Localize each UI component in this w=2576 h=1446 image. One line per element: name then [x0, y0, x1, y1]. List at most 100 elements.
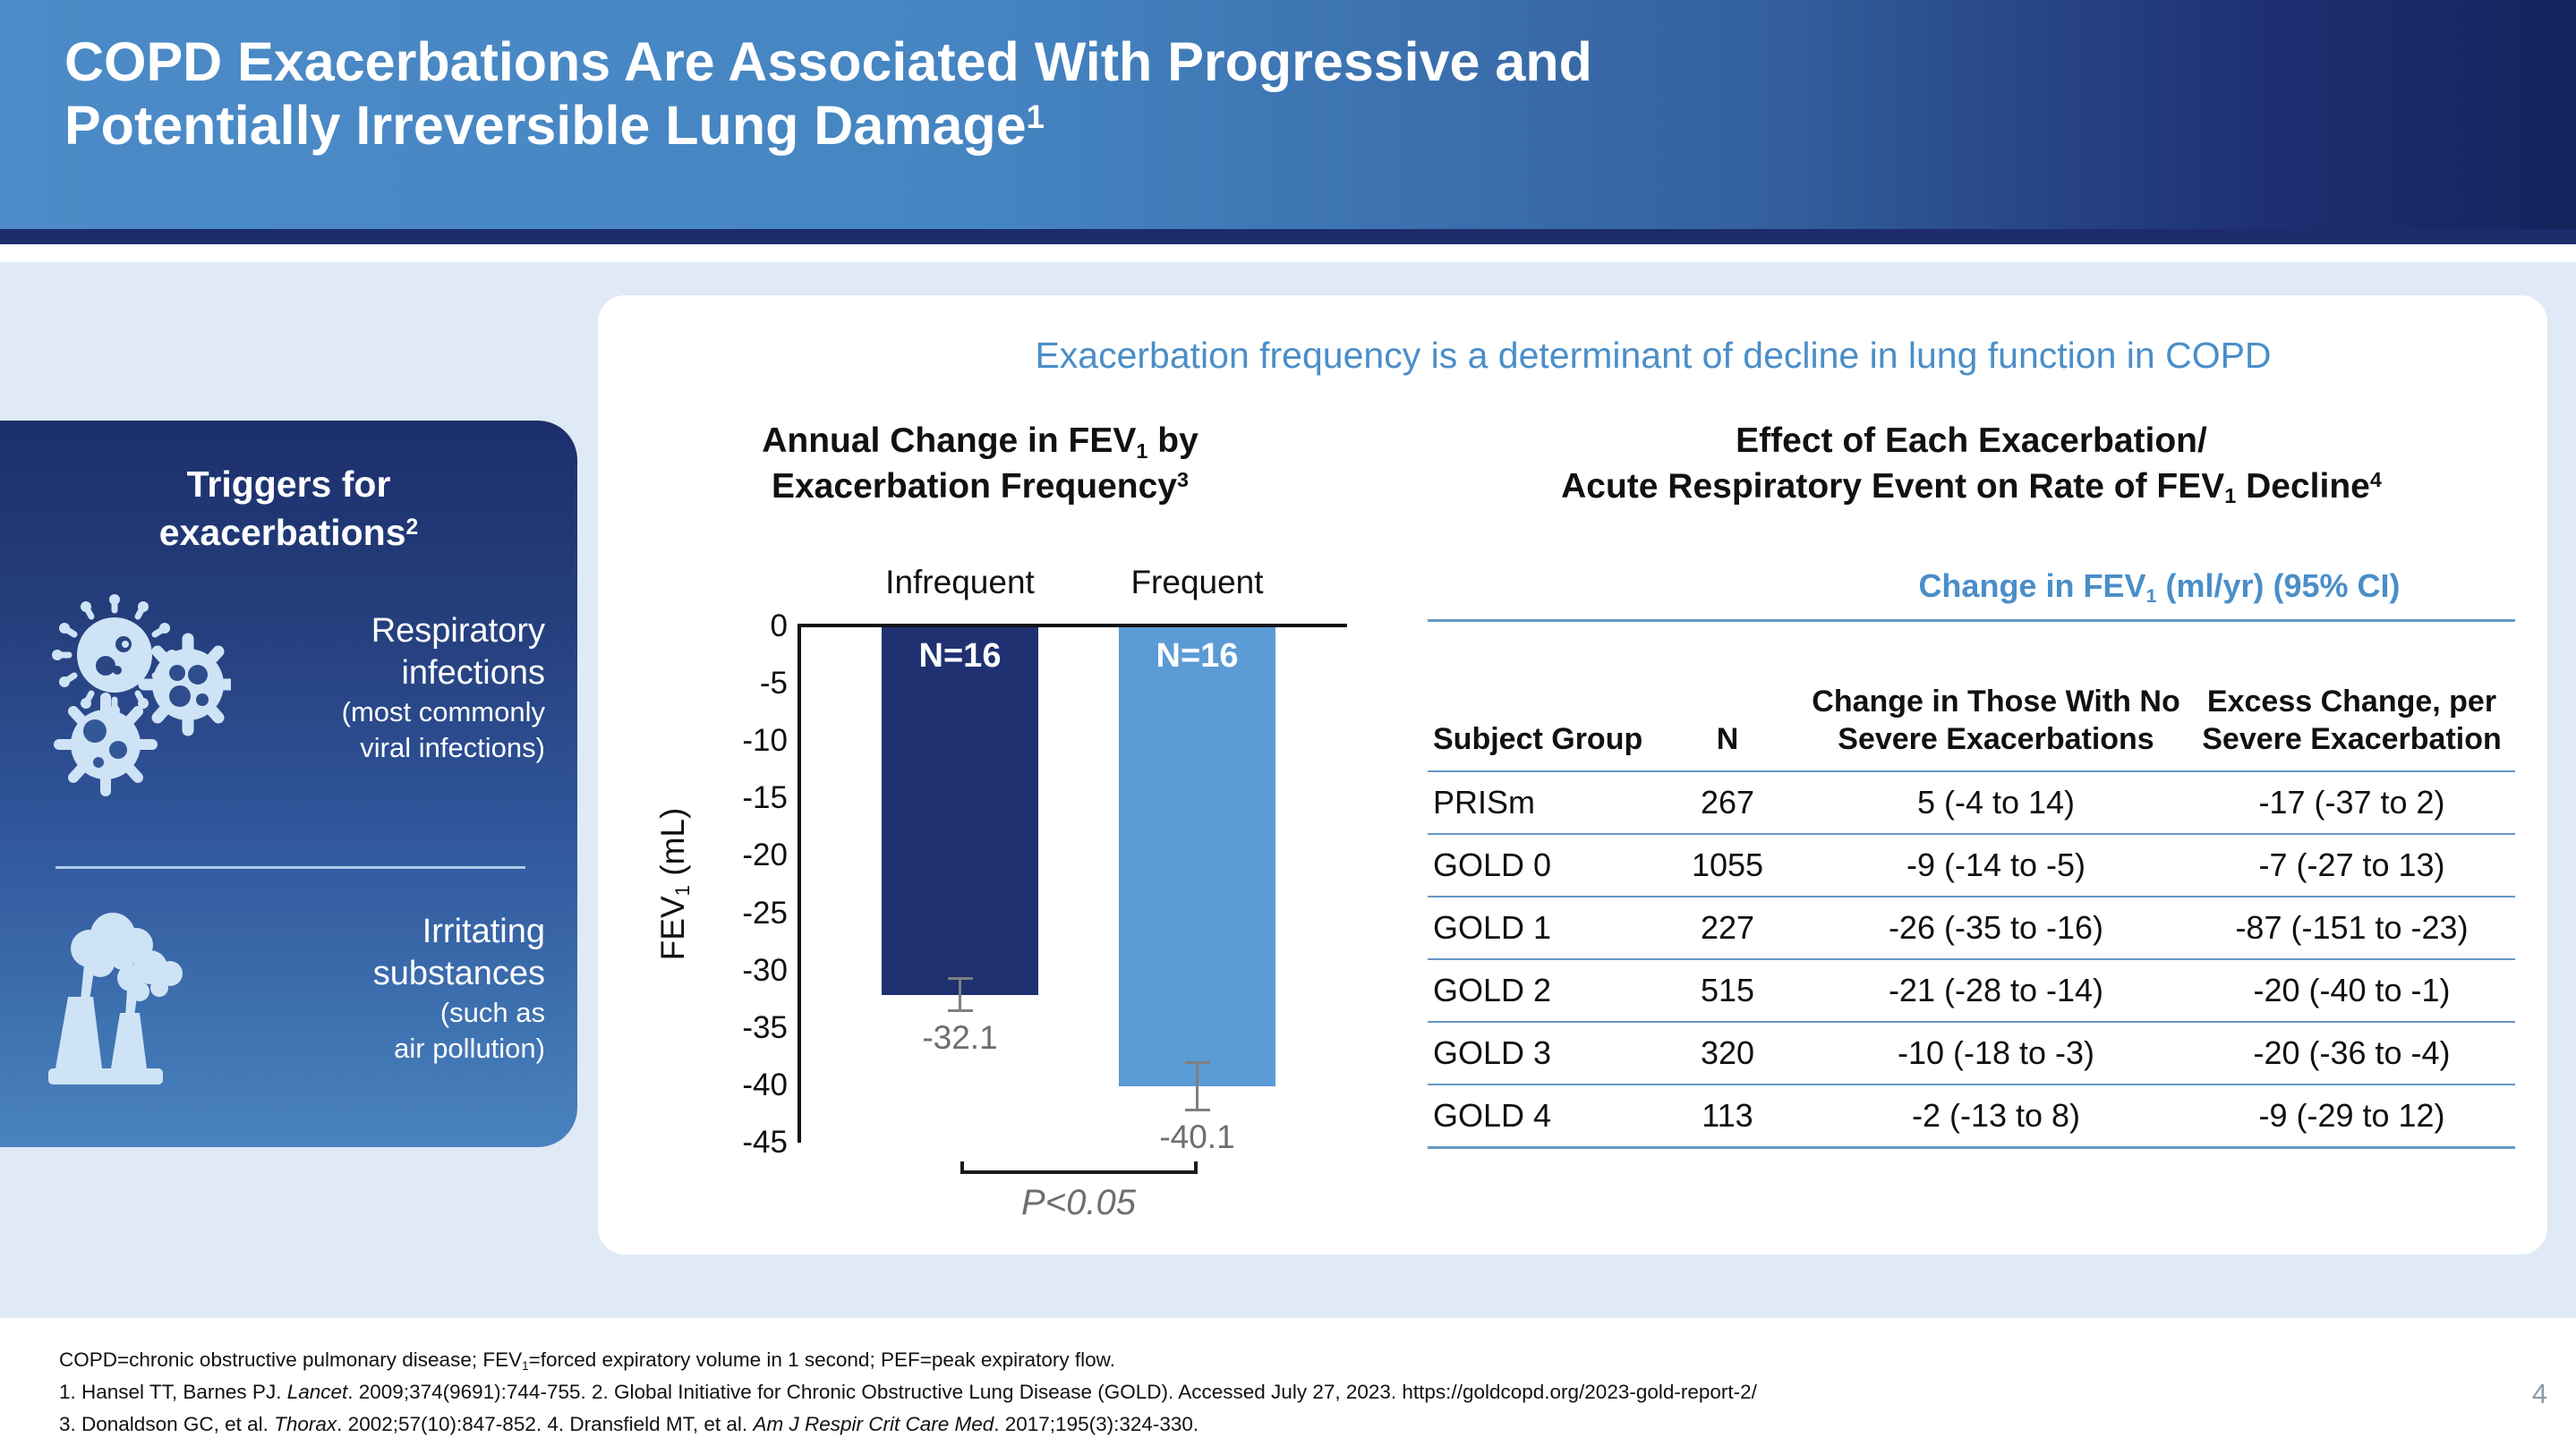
- chart-title-line1: Annual Change in FEV1 by: [762, 421, 1198, 463]
- slide-title: COPD Exacerbations Are Associated With P…: [0, 0, 2576, 158]
- chart-bar: [882, 627, 1038, 995]
- footnote-line: 1. Hansel TT, Barnes PJ. Lancet. 2009;37…: [59, 1381, 1757, 1403]
- table-cell: GOLD 2: [1433, 972, 1552, 1008]
- table-cell: GOLD 0: [1433, 846, 1552, 883]
- table-cell: -2 (-13 to 8): [1911, 1097, 2081, 1134]
- triggers-panel: Triggers for exacerbations2: [0, 421, 577, 1147]
- table-cell: -21 (-28 to -14): [1888, 972, 2104, 1008]
- table-cell: -20 (-36 to -4): [2253, 1034, 2451, 1071]
- table-cell: 227: [1700, 909, 1755, 946]
- trigger-item-sublabel: (such as: [439, 997, 545, 1029]
- table-row: GOLD 2 515 -21 (-28 to -14) -20 (-40 to -1): [1428, 958, 2515, 1021]
- table-cell: GOLD 4: [1433, 1097, 1552, 1134]
- table-title: Effect of Each Exacerbation/ Acute Respi…: [1428, 419, 2515, 509]
- trigger-item-sublabel: (most commonly: [341, 696, 545, 728]
- y-tick-label: -40: [742, 1067, 788, 1102]
- header-accent-bar: [0, 229, 2576, 244]
- table-cell: 113: [1702, 1097, 1753, 1134]
- header-banner: COPD Exacerbations Are Associated With P…: [0, 0, 2576, 229]
- table-subheader: Change in FEV1 (ml/yr) (95% CI): [1918, 567, 2401, 608]
- y-tick-label: -25: [742, 895, 788, 931]
- table-cell: -87 (-151 to -23): [2235, 909, 2469, 946]
- triggers-heading-line2: exacerbations2: [158, 512, 419, 554]
- table-row: PRISm 267 5 (-4 to 14) -17 (-37 to 2): [1428, 770, 2515, 833]
- y-tick-label: -30: [742, 952, 788, 988]
- trigger-item-label: infections: [401, 654, 545, 693]
- footnote-line: COPD=chronic obstructive pulmonary disea…: [59, 1348, 1115, 1373]
- table-cell: 320: [1700, 1034, 1755, 1071]
- trigger-item-label: Irritating: [422, 913, 545, 950]
- table-cell: 5 (-4 to 14): [1916, 784, 2076, 821]
- chart-bar: [1119, 627, 1275, 1087]
- y-axis-line: [798, 626, 801, 1143]
- error-bar-cap: [1184, 1060, 1210, 1064]
- trigger-item-label: Respiratory: [371, 612, 545, 650]
- trigger-item-sublabel: viral infections): [360, 731, 545, 763]
- significance-bracket: [960, 1161, 1198, 1174]
- trigger-item-sublabel: air pollution): [394, 1032, 545, 1064]
- category-label: Frequent: [1130, 564, 1264, 600]
- trigger-item-respiratory: Respiratory infections (most commonly vi…: [342, 610, 545, 766]
- table-cell: -17 (-37 to 2): [2258, 784, 2445, 821]
- chart-title: Annual Change in FEV1 by Exacerbation Fr…: [685, 419, 1275, 509]
- table-cell: -7 (-27 to 13): [2258, 846, 2445, 883]
- table-title-line2: Acute Respiratory Event on Rate of FEV1 …: [1561, 466, 2382, 508]
- bar-n-label: N=16: [918, 637, 1002, 675]
- table-cell: 267: [1700, 784, 1755, 821]
- card-headline: Exacerbation frequency is a determinant …: [1035, 335, 2272, 376]
- slide-title-line2: Potentially Irreversible Lung Damage1: [64, 95, 1045, 157]
- panel-divider: [55, 866, 525, 869]
- table-title-line1: Effect of Each Exacerbation/: [1736, 421, 2207, 460]
- error-bar-cap: [947, 1008, 973, 1012]
- table-cell: 515: [1700, 972, 1755, 1008]
- y-tick-label: -10: [742, 723, 788, 759]
- table-column-header: Subject Group: [1433, 721, 1643, 756]
- table-row: GOLD 4 113 -2 (-13 to 8) -9 (-29 to 12): [1428, 1084, 2515, 1146]
- y-tick-label: -15: [742, 780, 788, 816]
- bar-n-label: N=16: [1156, 637, 1239, 675]
- footnote-line: 3. Donaldson GC, et al. Thorax. 2002;57(…: [59, 1413, 1199, 1435]
- table-row: GOLD 3 320 -10 (-18 to -3) -20 (-36 to -4): [1428, 1021, 2515, 1084]
- content-card: Exacerbation frequency is a determinant …: [598, 295, 2547, 1255]
- y-tick-label: -35: [742, 1009, 788, 1045]
- zero-axis-line: [798, 624, 1347, 627]
- triggers-heading: Triggers for exacerbations2: [0, 460, 577, 557]
- error-bar-cap: [1184, 1109, 1210, 1112]
- footnotes: COPD=chronic obstructive pulmonary disea…: [59, 1344, 2297, 1441]
- table-cell: -9 (-14 to -5): [1906, 846, 2086, 883]
- fev1-decline-table: Subject Group N Change in Those With No Se…: [1428, 619, 2515, 1149]
- y-tick-label: 0: [770, 608, 788, 643]
- bar-value-label: -40.1: [1159, 1119, 1235, 1156]
- table-cell: -20 (-40 to -1): [2253, 972, 2451, 1008]
- table-cell: PRISm: [1433, 784, 1536, 821]
- trigger-item-label: substances: [372, 955, 545, 993]
- error-bar-line: [1196, 1060, 1198, 1112]
- trigger-item-irritating: Irritating substances (such as air pollu…: [373, 911, 545, 1067]
- table-row: GOLD 1 227 -26 (-35 to -16) -87 (-151 to -2…: [1428, 896, 2515, 958]
- triggers-heading-line1: Triggers for: [186, 464, 391, 505]
- table-cell: -10 (-18 to -3): [1897, 1034, 2095, 1071]
- virus-cluster-icon: [52, 594, 231, 796]
- category-label: Infrequent: [885, 564, 1035, 600]
- chart-title-line2: Exacerbation Frequency3: [771, 466, 1189, 506]
- table-cell: 1055: [1691, 846, 1764, 883]
- page-number: 4: [2531, 1378, 2547, 1409]
- table-row: GOLD 0 1055 -9 (-14 to -5) -7 (-27 to 13): [1428, 833, 2515, 896]
- table-column-header: Change in Those With No Severe Exacerbat…: [1812, 685, 2180, 756]
- error-bar-line: [959, 977, 961, 1012]
- table-header-row: Subject Group N Change in Those With No Se…: [1428, 622, 2515, 770]
- y-tick-label: -45: [742, 1125, 788, 1160]
- y-tick-label: -20: [742, 838, 788, 873]
- slide-title-line1: COPD Exacerbations Are Associated With P…: [64, 31, 1592, 92]
- table-cell: GOLD 3: [1433, 1034, 1552, 1071]
- error-bar-cap: [947, 977, 973, 981]
- table-cell: GOLD 1: [1433, 909, 1552, 946]
- bar-value-label: -32.1: [922, 1018, 998, 1056]
- p-value-label: P<0.05: [1021, 1183, 1136, 1222]
- factory-smoke-icon: [48, 913, 183, 1084]
- table-cell: -9 (-29 to 12): [2258, 1097, 2445, 1134]
- fev1-bar-chart: FEV1 (mL) 0 -5 -10 -15 -20 -25 -30 -35 -40 -45 Infr…: [598, 295, 2547, 1255]
- table-column-header: N: [1716, 721, 1739, 756]
- y-tick-label: -5: [759, 666, 788, 702]
